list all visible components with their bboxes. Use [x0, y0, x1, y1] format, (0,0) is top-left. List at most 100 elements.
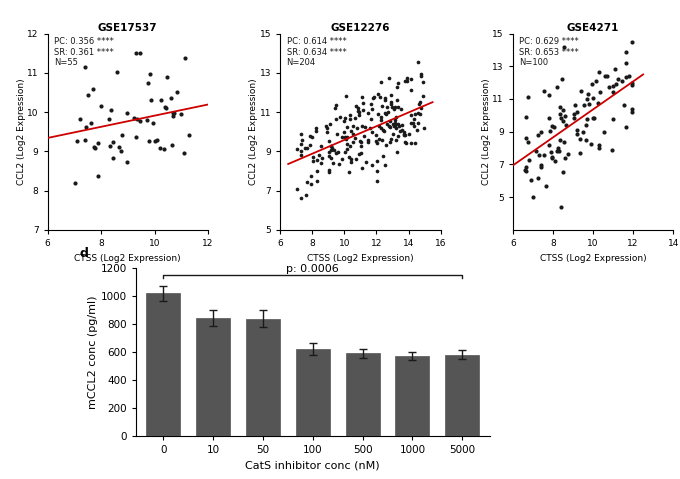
Point	[581, 95, 592, 103]
Point	[93, 172, 104, 180]
Point	[355, 137, 366, 145]
Point	[340, 136, 351, 143]
Point	[359, 123, 370, 131]
Point	[587, 80, 598, 88]
Point	[325, 146, 336, 154]
Point	[330, 149, 341, 157]
Point	[621, 73, 632, 80]
Point	[306, 180, 317, 188]
Point	[547, 123, 558, 130]
Point	[393, 79, 404, 87]
Point	[369, 93, 379, 101]
Point	[600, 72, 611, 80]
Point	[147, 119, 158, 127]
Point	[144, 69, 155, 77]
Point	[121, 158, 132, 166]
Point	[619, 101, 630, 109]
Point	[412, 126, 423, 134]
Point	[339, 133, 350, 141]
Point	[347, 122, 358, 130]
Point	[558, 117, 569, 125]
Point	[296, 130, 307, 137]
Point	[344, 111, 355, 119]
Point	[627, 109, 638, 116]
Point	[324, 166, 335, 174]
Point	[355, 142, 366, 150]
Point	[594, 144, 605, 152]
Point	[305, 141, 316, 149]
Point	[75, 115, 86, 123]
Point	[305, 132, 316, 140]
Point	[535, 161, 546, 169]
Point	[583, 90, 594, 98]
Point	[408, 115, 419, 123]
Point	[389, 122, 400, 130]
Point	[343, 168, 354, 176]
Point	[337, 155, 347, 163]
Point	[535, 128, 546, 136]
Point	[345, 158, 356, 166]
Point	[180, 55, 190, 62]
Point	[115, 148, 126, 155]
Point	[394, 127, 405, 135]
Point	[533, 151, 544, 159]
Point	[402, 77, 413, 85]
Point	[577, 128, 588, 136]
Point	[348, 130, 359, 137]
Point	[80, 123, 91, 131]
Point	[414, 110, 425, 117]
Point	[339, 117, 350, 125]
Point	[315, 142, 326, 149]
Point	[399, 132, 410, 139]
Point	[299, 145, 310, 152]
Point	[523, 138, 534, 146]
Point	[383, 108, 394, 115]
Point	[169, 109, 180, 116]
Point	[105, 142, 116, 150]
X-axis label: CTSS (Log2 Expression): CTSS (Log2 Expression)	[307, 253, 413, 262]
Point	[159, 145, 170, 152]
Point	[116, 131, 127, 138]
Point	[572, 131, 583, 138]
Point	[409, 139, 420, 147]
Text: c: c	[481, 0, 488, 2]
Point	[406, 139, 417, 147]
Y-axis label: CCL2 (Log2 Expression): CCL2 (Log2 Expression)	[250, 79, 258, 185]
Point	[594, 141, 605, 148]
Point	[551, 148, 562, 155]
Bar	[246, 319, 280, 436]
Point	[392, 103, 403, 111]
Point	[311, 168, 322, 175]
Point	[135, 117, 146, 125]
Point	[575, 149, 585, 157]
Point	[521, 163, 532, 171]
Point	[572, 108, 583, 116]
Point	[167, 141, 177, 148]
Point	[368, 94, 379, 102]
Point	[415, 103, 426, 111]
Point	[168, 110, 179, 117]
Point	[354, 150, 365, 158]
Point	[162, 73, 173, 81]
Point	[150, 137, 161, 145]
Point	[141, 116, 152, 124]
Point	[379, 109, 390, 117]
Point	[390, 119, 401, 127]
Point	[370, 137, 381, 145]
Point	[341, 146, 352, 153]
Point	[617, 77, 628, 84]
Point	[392, 120, 403, 128]
Point	[556, 203, 566, 210]
Point	[302, 178, 313, 186]
Point	[539, 87, 549, 94]
Point	[379, 161, 390, 169]
Point	[353, 108, 364, 116]
Point	[521, 113, 532, 121]
Point	[296, 140, 307, 148]
Point	[405, 75, 416, 82]
Point	[376, 102, 387, 110]
Point	[337, 133, 347, 141]
Point	[560, 121, 571, 128]
Point	[367, 106, 377, 114]
Point	[523, 93, 534, 101]
